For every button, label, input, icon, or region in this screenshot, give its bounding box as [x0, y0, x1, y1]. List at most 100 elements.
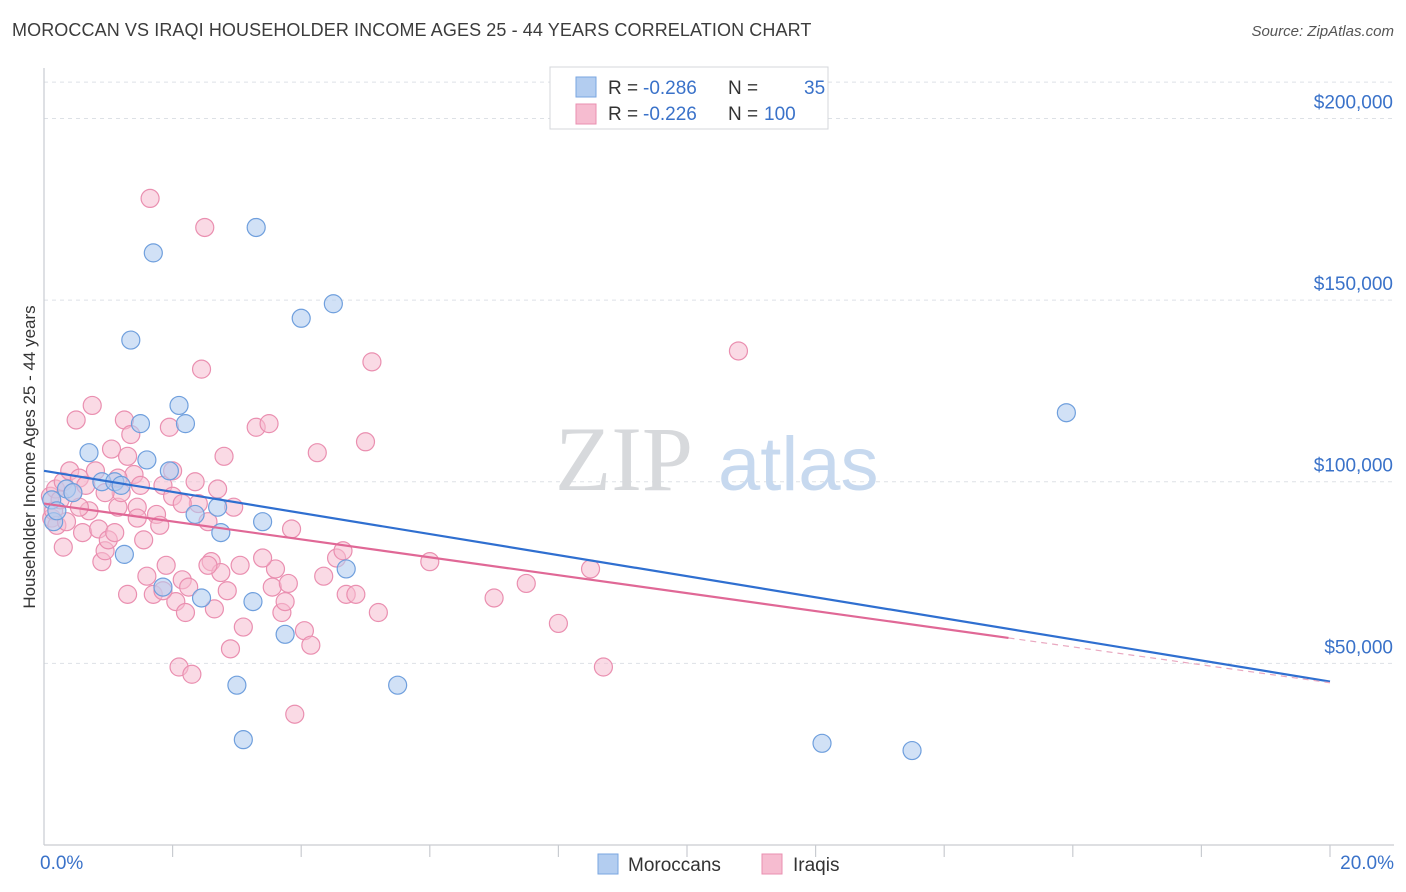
iraqi-point — [278, 573, 298, 594]
x-axis-ticks — [172, 845, 1331, 857]
moroccan-point — [812, 733, 832, 753]
iraqi-point — [117, 584, 138, 604]
iraqi-point — [346, 584, 366, 604]
moroccan-point — [159, 461, 179, 481]
legend-n-value-2: 100 — [764, 104, 796, 125]
iraqi-point — [214, 446, 234, 466]
iraqi-point — [195, 217, 215, 238]
moroccan-point — [1056, 403, 1076, 423]
iraqi-point — [314, 566, 334, 586]
iraqi-point — [253, 548, 273, 568]
iraqi-point — [593, 657, 614, 677]
moroccan-point — [143, 243, 163, 263]
y-axis-label: Householder Income Ages 25 - 44 years — [20, 305, 39, 608]
iraqi-point — [307, 443, 327, 463]
iraqi-point — [105, 522, 125, 543]
legend-n-label-1: N = — [728, 78, 758, 99]
iraqi-point — [230, 555, 250, 575]
iraqi-point — [259, 414, 279, 434]
watermark-atlas: atlas — [718, 422, 879, 507]
iraqi-point — [208, 479, 228, 499]
moroccan-point — [227, 675, 247, 695]
legend-r-label-1: R = — [608, 78, 638, 99]
moroccan-point — [323, 294, 343, 314]
iraqi-point — [72, 522, 93, 543]
x-tick-label-right: 20.0% — [1340, 853, 1394, 874]
legend-swatch-moroccans — [575, 76, 597, 98]
legend-r-value-1: -0.286 — [643, 78, 697, 99]
gridlines — [44, 81, 1394, 664]
iraqi-point — [217, 581, 237, 601]
moroccan-point — [275, 624, 295, 644]
moroccan-point — [208, 497, 228, 517]
moroccan-point — [114, 544, 134, 564]
watermark-zip: ZIP — [555, 408, 693, 510]
moroccan-point — [388, 675, 408, 695]
iraqi-point — [101, 439, 122, 459]
moroccan-point — [175, 414, 196, 434]
iraqi-point — [220, 639, 241, 659]
moroccan-point — [253, 512, 273, 532]
iraqi-point — [285, 704, 305, 724]
moroccan-point — [291, 308, 311, 328]
source-credit: Source: ZipAtlas.com — [1251, 23, 1394, 40]
moroccan-point — [169, 395, 189, 416]
iraqi-point — [516, 573, 536, 594]
iraqi-point — [580, 559, 601, 579]
moroccan-trend-line — [43, 469, 1331, 683]
iraqi-point — [175, 602, 196, 623]
moroccan-point — [130, 414, 151, 434]
iraqi-point — [198, 555, 218, 575]
iraqi-point — [117, 446, 138, 466]
iraqi-point — [262, 577, 282, 597]
y-tick-label: $100,000 — [1314, 456, 1393, 477]
iraqi-point — [233, 617, 253, 637]
iraqi-point — [728, 341, 749, 361]
iraqi-point — [191, 359, 212, 379]
iraqi-point — [275, 592, 295, 612]
iraqi-trend-line — [43, 502, 1009, 640]
bottom-label-moroccans: Moroccans — [628, 855, 721, 876]
moroccan-point — [153, 577, 173, 597]
iraqi-point — [355, 432, 376, 452]
moroccan-point — [185, 504, 205, 525]
iraqi-point — [159, 417, 179, 437]
chart-title: MOROCCAN VS IRAQI HOUSEHOLDER INCOME AGE… — [12, 20, 812, 40]
series-legend: Moroccans Iraqis — [597, 853, 839, 876]
moroccan-point — [902, 740, 922, 761]
iraqi-point — [362, 352, 382, 372]
moroccan-point — [63, 483, 83, 503]
bottom-label-iraqis: Iraqis — [793, 855, 839, 876]
iraqi-point — [185, 472, 205, 492]
y-tick-label: $200,000 — [1314, 92, 1393, 113]
moroccan-points — [42, 217, 1076, 761]
legend-swatch-iraqis — [575, 103, 597, 125]
bottom-swatch-moroccans — [597, 853, 619, 875]
moroccan-point — [233, 730, 253, 750]
y-axis-tick-labels: $50,000 $100,000 $150,000 $200,000 — [1314, 92, 1393, 658]
moroccan-point — [243, 592, 263, 612]
legend-n-value-1: 35 — [804, 78, 825, 99]
iraqi-trend-extension — [1008, 637, 1331, 684]
iraqi-point — [301, 635, 321, 655]
moroccan-point — [191, 588, 212, 608]
iraqi-point — [204, 599, 224, 619]
iraqi-point — [265, 559, 286, 579]
moroccan-point — [121, 330, 141, 350]
iraqi-point — [368, 602, 388, 623]
moroccan-point — [336, 559, 356, 579]
moroccan-point — [137, 450, 157, 470]
iraqi-point — [179, 577, 199, 597]
bottom-swatch-iraqis — [761, 853, 783, 875]
y-tick-label: $150,000 — [1314, 274, 1393, 295]
y-tick-label: $50,000 — [1324, 637, 1393, 658]
iraqi-point — [156, 555, 176, 575]
iraqi-point — [182, 664, 202, 684]
iraqi-point — [484, 588, 504, 608]
trend-lines — [43, 469, 1331, 684]
iraqi-point — [53, 537, 73, 557]
moroccan-point — [79, 443, 99, 463]
correlation-legend: R = -0.286 N = 35 R = -0.226 N = 100 — [549, 66, 829, 130]
iraqi-point — [548, 613, 569, 634]
